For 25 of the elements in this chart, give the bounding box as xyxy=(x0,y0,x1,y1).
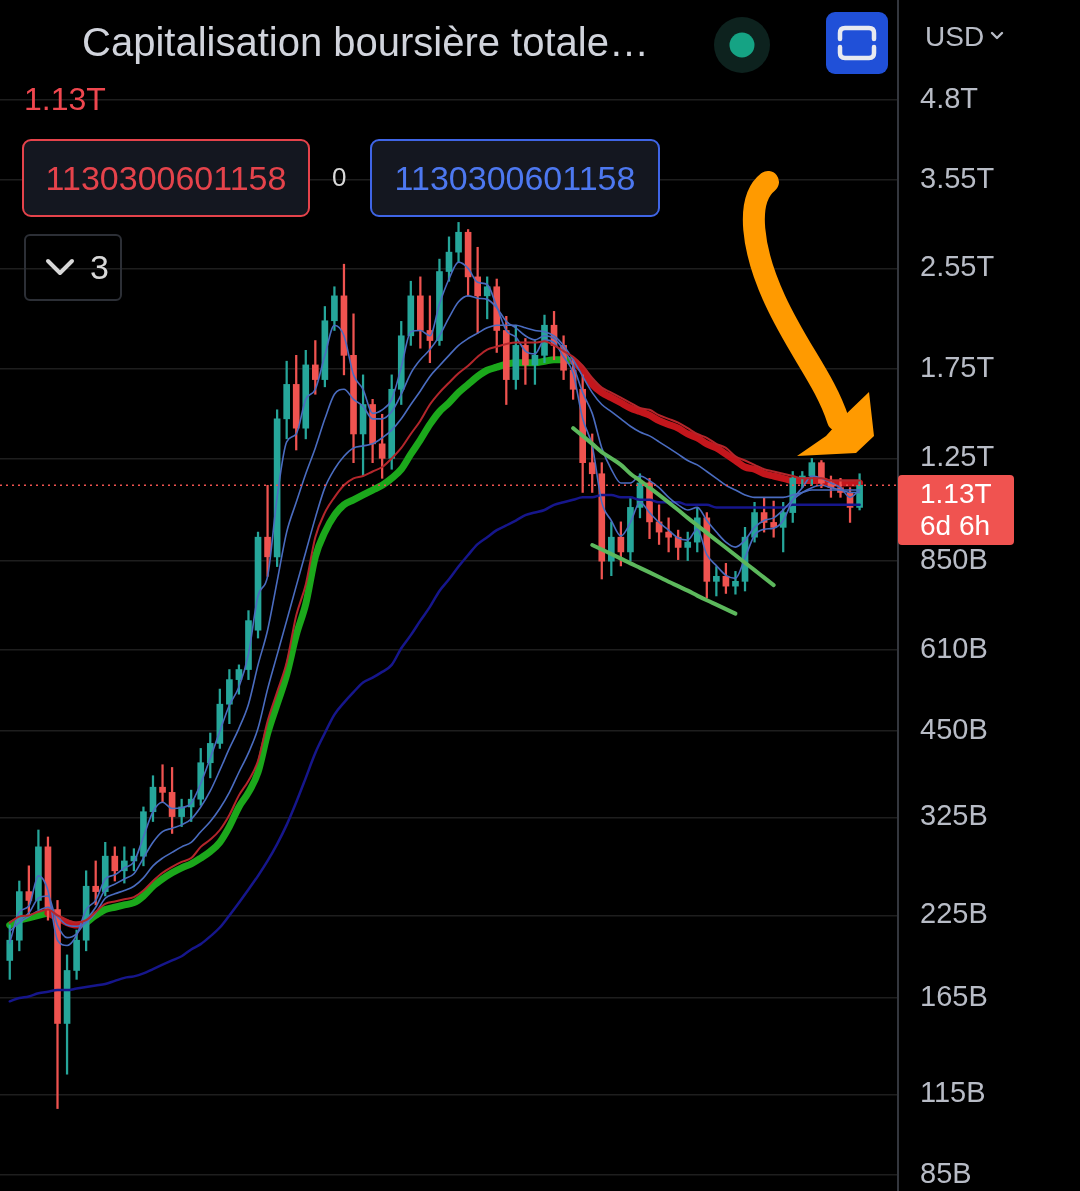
price-button: 1130300601158 xyxy=(22,139,310,217)
y-tick-label: 225B xyxy=(920,897,988,930)
y-tick-label: 85B xyxy=(920,1156,972,1189)
annotation: 0 xyxy=(332,162,347,193)
price-button: 1130300601158 xyxy=(370,139,660,217)
y-tick-label: 2.55T xyxy=(920,250,995,283)
y-tick-label: 610B xyxy=(920,631,988,664)
y-tick-label: 325B xyxy=(920,799,988,832)
ref-line-label: 1.13T xyxy=(920,478,993,511)
annotation: 1130300601158 xyxy=(394,158,636,198)
y-tick-label: 450B xyxy=(920,712,988,745)
text: Capitalisation boursière totale… xyxy=(82,19,649,65)
y-tick-label: 3.55T xyxy=(920,162,995,195)
y-tick-label: 4.8T xyxy=(920,81,979,114)
annotation: 3 xyxy=(90,248,109,288)
annotation: 1130300601158 xyxy=(45,158,287,198)
y-tick-label: 1.75T xyxy=(920,350,995,383)
price-tag: 1.13T 6d 6h xyxy=(898,475,1014,546)
y-tick-label: 115B xyxy=(920,1076,986,1109)
y-axis-title: USD xyxy=(925,21,985,54)
dropdown-button: 3 xyxy=(24,234,122,301)
y-tick-label: 1.25T xyxy=(920,440,995,473)
y-tick-label: 165B xyxy=(920,980,988,1013)
y-tick-label: 850B xyxy=(920,543,988,576)
text: 1.13T xyxy=(24,81,106,118)
